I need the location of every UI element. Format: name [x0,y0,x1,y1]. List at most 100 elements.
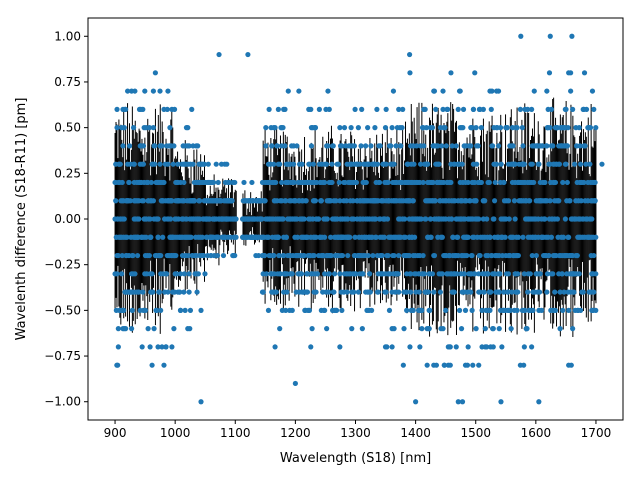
data-point [132,271,138,277]
data-point [429,125,436,131]
data-point [390,88,397,94]
data-point [115,344,121,350]
data-point [220,252,227,259]
data-point [410,198,416,204]
data-point [284,289,290,295]
data-point [152,143,158,149]
data-point [469,307,475,313]
data-point [583,161,589,167]
data-point [496,326,502,332]
data-point [557,326,563,332]
data-point [497,125,504,131]
data-point [351,143,358,149]
data-point [130,125,137,131]
data-point [515,234,522,240]
data-point [454,234,461,240]
data-point [517,106,523,112]
data-point [169,198,175,204]
data-point [501,179,507,186]
data-point [147,216,153,222]
data-point [117,161,123,167]
x-tick-label: 1600 [521,426,552,440]
outlier-point [407,51,413,58]
data-point [465,344,471,350]
data-point [593,234,599,240]
data-point [552,179,559,186]
data-point [437,289,443,295]
y-tick-label: −0.75 [44,349,81,363]
data-point [198,307,204,313]
data-point [432,198,438,204]
data-point [277,271,283,277]
data-point [367,289,373,295]
data-point [328,234,334,240]
data-point [379,252,385,259]
data-point [504,125,510,131]
data-point [539,143,545,149]
data-point [564,179,570,186]
data-point [318,198,324,204]
data-point [510,143,516,149]
data-point [393,143,399,149]
outlier-point [459,399,466,405]
data-point [187,326,193,332]
data-point [565,125,571,131]
data-point [531,179,537,186]
data-point [461,271,467,277]
data-point [465,234,471,240]
data-point [505,289,511,295]
data-point [365,252,371,259]
data-point [333,307,340,313]
data-point [428,234,434,240]
data-point [572,161,578,167]
data-point [527,198,533,204]
data-point [129,307,135,313]
data-point [451,289,457,295]
data-point [384,344,390,350]
data-point [560,179,566,186]
data-point [113,198,119,204]
data-point [542,216,548,222]
outlier-point [498,399,504,405]
data-point [367,271,373,277]
data-point [143,234,149,240]
data-point [185,125,191,131]
data-point [173,252,179,259]
data-point [140,106,146,112]
data-point [128,326,135,332]
data-point [188,234,194,240]
data-point [576,125,582,131]
data-point [195,271,201,277]
data-point [544,271,551,277]
data-point [489,88,495,94]
data-point [210,179,217,186]
data-point [460,125,466,131]
data-point [515,252,522,259]
data-point [291,179,297,186]
data-point [457,88,463,94]
data-point [194,289,200,295]
data-point [312,198,319,204]
data-point [163,344,169,350]
data-point [149,271,155,277]
data-point [374,106,380,112]
data-point [324,161,330,167]
data-point [277,326,283,332]
x-tick-label: 1000 [160,426,191,440]
data-point [476,362,482,368]
data-point [263,271,270,277]
data-point [171,326,177,332]
y-tick-label: −1.00 [44,395,81,409]
data-point [233,234,239,240]
x-tick-label: 1300 [340,426,371,440]
data-point [276,252,282,259]
data-point [140,143,147,149]
data-point [289,271,295,277]
data-point [568,362,574,368]
data-point [454,271,460,277]
data-point [186,143,192,149]
data-point [377,143,383,149]
data-point [571,289,577,295]
data-point [547,198,553,204]
data-point [175,161,181,167]
